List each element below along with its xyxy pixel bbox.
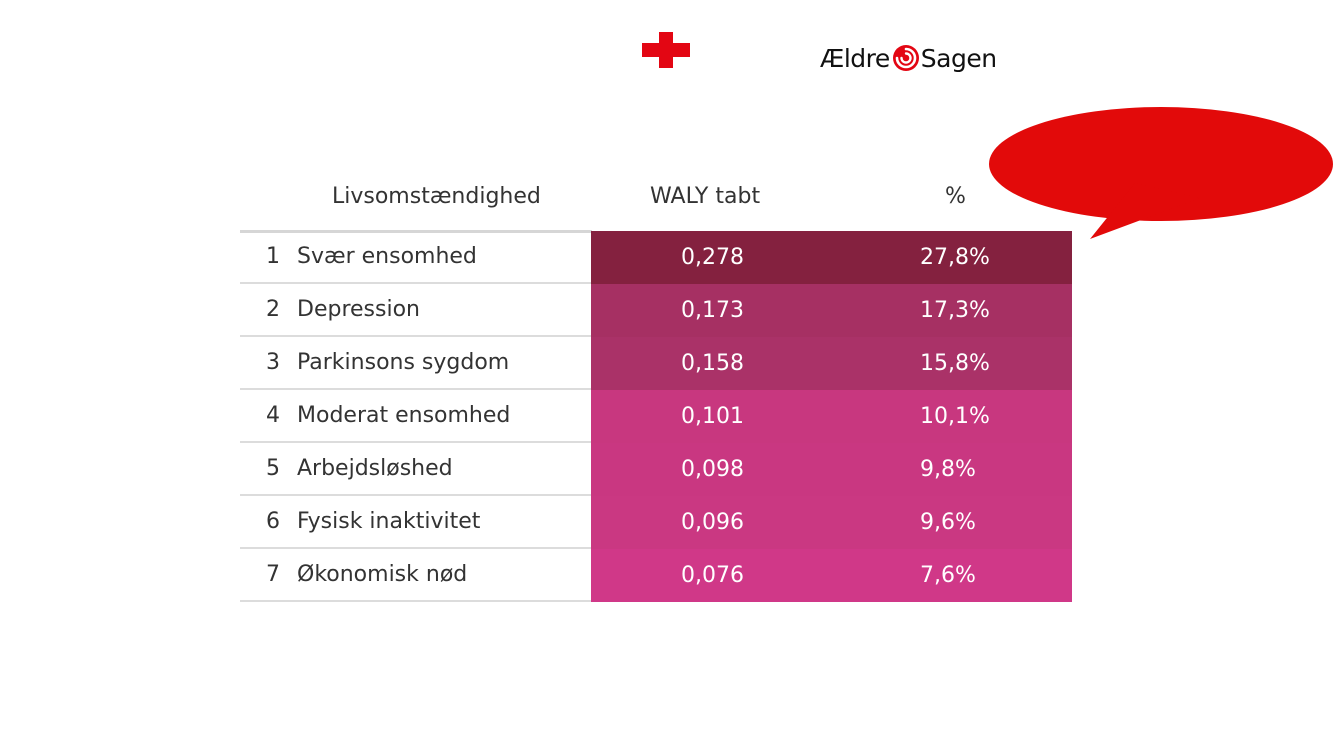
row-name: Depression [297, 297, 420, 322]
row-label-cell: 6 Fysisk inaktivitet [240, 496, 591, 549]
table-header: Livsomstændighed WALY tabt % [240, 170, 1072, 230]
row-waly: 0,098 [681, 457, 744, 482]
logo-text-sagen: Sagen [920, 43, 997, 73]
row-label-cell: 7 Økonomisk nød [240, 549, 591, 602]
logo-text-aeldre: Ældre [820, 43, 890, 73]
table-row: 6 Fysisk inaktivitet 0,096 9,6% [240, 496, 1072, 549]
header-percent: % [945, 184, 966, 209]
row-waly: 0,173 [681, 298, 744, 323]
table-row: 4 Moderat ensomhed 0,101 10,1% [240, 390, 1072, 443]
row-value-cell: 0,173 17,3% [591, 284, 1072, 337]
table-row: 1 Svær ensomhed 0,278 27,8% [240, 231, 1072, 284]
swirl-icon [892, 45, 919, 71]
row-percent: 9,8% [920, 457, 976, 482]
row-name: Parkinsons sygdom [297, 350, 510, 375]
row-rank: 5 [266, 456, 280, 481]
row-value-cell: 0,096 9,6% [591, 496, 1072, 549]
row-rank: 6 [266, 509, 280, 534]
row-percent: 10,1% [920, 404, 990, 429]
row-value-cell: 0,076 7,6% [591, 549, 1072, 602]
row-value-cell: 0,278 27,8% [591, 231, 1072, 284]
row-name: Moderat ensomhed [297, 403, 511, 428]
row-name: Fysisk inaktivitet [297, 509, 481, 534]
row-percent: 7,6% [920, 563, 976, 588]
row-percent: 15,8% [920, 351, 990, 376]
row-rank: 3 [266, 350, 280, 375]
row-label-cell: 3 Parkinsons sygdom [240, 337, 591, 390]
row-value-cell: 0,098 9,8% [591, 443, 1072, 496]
table-row: 2 Depression 0,173 17,3% [240, 284, 1072, 337]
row-waly: 0,076 [681, 563, 744, 588]
red-cross-logo [642, 32, 690, 68]
row-waly: 0,096 [681, 510, 744, 535]
row-waly: 0,158 [681, 351, 744, 376]
waly-table: Livsomstændighed WALY tabt % 1 Svær enso… [240, 170, 1072, 602]
row-percent: 17,3% [920, 298, 990, 323]
row-label-cell: 2 Depression [240, 284, 591, 337]
table-body: 1 Svær ensomhed 0,278 27,8% 2 Depression… [240, 231, 1072, 602]
aeldre-sagen-logo: Ældre Sagen [820, 40, 997, 76]
row-name: Svær ensomhed [297, 244, 477, 269]
row-label-cell: 5 Arbejdsløshed [240, 443, 591, 496]
row-percent: 9,6% [920, 510, 976, 535]
row-rank: 7 [266, 562, 280, 587]
speech-bubble [989, 107, 1333, 239]
header-life-circumstance: Livsomstændighed [332, 184, 541, 209]
row-name: Økonomisk nød [297, 562, 468, 587]
row-rank: 1 [266, 244, 280, 269]
row-name: Arbejdsløshed [297, 456, 453, 481]
row-percent: 27,8% [920, 245, 990, 270]
row-rank: 4 [266, 403, 280, 428]
row-waly: 0,278 [681, 245, 744, 270]
row-label-cell: 4 Moderat ensomhed [240, 390, 591, 443]
row-value-cell: 0,158 15,8% [591, 337, 1072, 390]
row-label-cell: 1 Svær ensomhed [240, 231, 591, 284]
row-value-cell: 0,101 10,1% [591, 390, 1072, 443]
table-row: 7 Økonomisk nød 0,076 7,6% [240, 549, 1072, 602]
row-waly: 0,101 [681, 404, 744, 429]
table-row: 3 Parkinsons sygdom 0,158 15,8% [240, 337, 1072, 390]
row-rank: 2 [266, 297, 280, 322]
table-row: 5 Arbejdsløshed 0,098 9,8% [240, 443, 1072, 496]
header-waly-lost: WALY tabt [650, 184, 761, 209]
header-divider [240, 230, 592, 233]
cross-horizontal-bar [642, 43, 690, 57]
